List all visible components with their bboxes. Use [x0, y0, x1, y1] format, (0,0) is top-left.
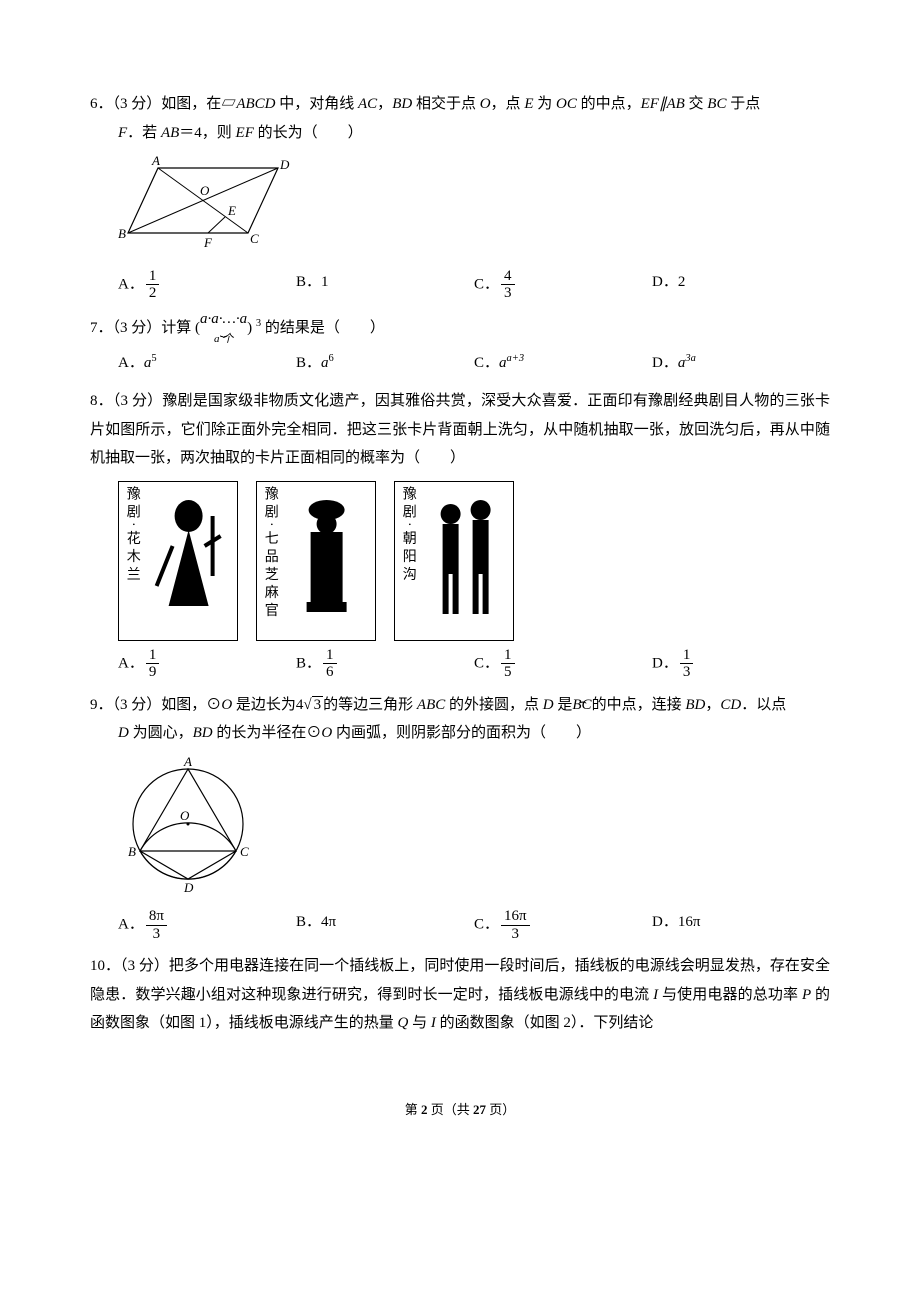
q7-options: A．a5 B．a6 C．aa+3 D．a3a	[90, 349, 830, 378]
q6-text: 6．（3 分）如图，在▱ABCD 中，对角线 AC，BD 相交于点 O，点 E …	[90, 90, 830, 147]
option-A[interactable]: A．12	[118, 268, 296, 302]
label-F: F	[203, 235, 213, 250]
card-2: 豫剧·七品芝麻官	[256, 481, 376, 641]
option-B[interactable]: B．1	[296, 268, 474, 302]
q8-options: A．19 B．16 C．15 D．13	[90, 647, 830, 681]
q6-options: A．12 B．1 C．43 D．2	[90, 268, 830, 302]
q-number: 9．（3 分）	[90, 697, 161, 713]
option-B[interactable]: B．4π	[296, 908, 474, 942]
q-number: 7．（3 分）	[90, 320, 161, 336]
label-O: O	[200, 183, 210, 198]
question-7: 7．（3 分）计算 (a·a·…·a⏟a 个) 3 的结果是（ ） A．a5 B…	[90, 312, 830, 378]
option-C[interactable]: C．16π3	[474, 908, 652, 942]
option-D[interactable]: D．2	[652, 268, 830, 302]
svg-text:B: B	[128, 844, 136, 859]
q10-text: 10．（3 分）把多个用电器连接在同一个插线板上，同时使用一段时间后，插线板的电…	[90, 952, 830, 1038]
label-C: C	[250, 231, 259, 246]
q9-diagram: A B C D O	[118, 754, 830, 905]
label-A: A	[151, 153, 160, 168]
card-1-art	[144, 486, 233, 636]
option-D[interactable]: D．13	[652, 647, 830, 681]
question-8: 8．（3 分）豫剧是国家级非物质文化遗产，因其雅俗共赏，深受大众喜爱．正面印有豫…	[90, 387, 830, 681]
label-D: D	[279, 157, 290, 172]
card-1-label: 豫剧·花木兰	[123, 486, 144, 636]
option-A[interactable]: A．19	[118, 647, 296, 681]
label-E: E	[227, 203, 236, 218]
svg-text:A: A	[183, 754, 192, 769]
option-A[interactable]: A．a5	[118, 349, 296, 378]
label-B: B	[118, 226, 126, 241]
page-footer: 第 2 页（共 27 页）	[90, 1098, 830, 1123]
question-6: 6．（3 分）如图，在▱ABCD 中，对角线 AC，BD 相交于点 O，点 E …	[90, 90, 830, 302]
card-2-art	[282, 486, 371, 636]
q9-text: 9．（3 分）如图，⊙O 是边长为43的等边三角形 ABC 的外接圆，点 D 是…	[90, 691, 830, 748]
option-C[interactable]: C．aa+3	[474, 349, 652, 378]
card-2-label: 豫剧·七品芝麻官	[261, 486, 282, 636]
q-number: 10．（3 分）	[90, 958, 169, 974]
option-C[interactable]: C．15	[474, 647, 652, 681]
card-1: 豫剧·花木兰	[118, 481, 238, 641]
q8-cards: 豫剧·花木兰 豫剧·七品芝麻官	[118, 481, 830, 641]
option-B[interactable]: B．16	[296, 647, 474, 681]
q-number: 6．（3 分）	[90, 96, 161, 112]
q9-options: A．8π3 B．4π C．16π3 D．16π	[90, 908, 830, 942]
option-D[interactable]: D．a3a	[652, 349, 830, 378]
q8-text: 8．（3 分）豫剧是国家级非物质文化遗产，因其雅俗共赏，深受大众喜爱．正面印有豫…	[90, 387, 830, 473]
svg-text:C: C	[240, 844, 249, 859]
option-A[interactable]: A．8π3	[118, 908, 296, 942]
question-10: 10．（3 分）把多个用电器连接在同一个插线板上，同时使用一段时间后，插线板的电…	[90, 952, 830, 1038]
svg-text:D: D	[183, 880, 194, 894]
option-C[interactable]: C．43	[474, 268, 652, 302]
q7-text: 7．（3 分）计算 (a·a·…·a⏟a 个) 3 的结果是（ ）	[90, 312, 830, 345]
card-3-label: 豫剧·朝阳沟	[399, 486, 420, 636]
q6-diagram: A D B C O E F	[118, 153, 830, 264]
svg-text:O: O	[180, 808, 190, 823]
option-D[interactable]: D．16π	[652, 908, 830, 942]
card-3-art	[420, 486, 509, 636]
question-9: 9．（3 分）如图，⊙O 是边长为43的等边三角形 ABC 的外接圆，点 D 是…	[90, 691, 830, 943]
q-number: 8．（3 分）	[90, 393, 162, 409]
card-3: 豫剧·朝阳沟	[394, 481, 514, 641]
option-B[interactable]: B．a6	[296, 349, 474, 378]
